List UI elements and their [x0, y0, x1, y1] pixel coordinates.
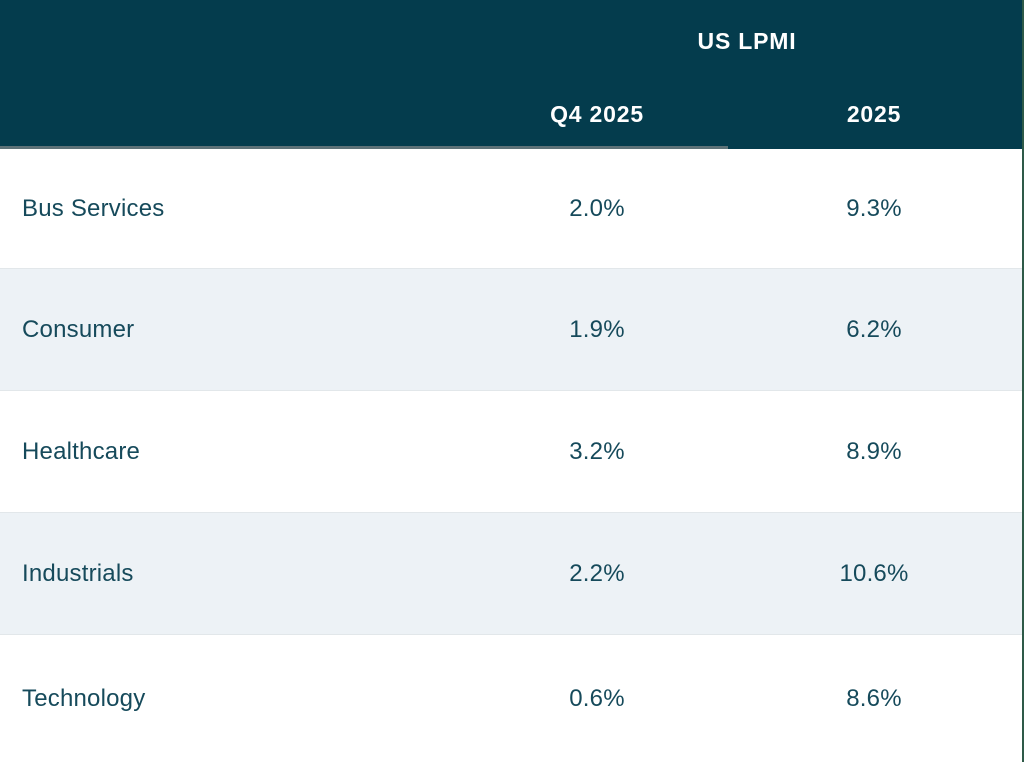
row-value-q4: 0.6%: [569, 684, 625, 712]
row-value-q4: 2.0%: [569, 194, 625, 222]
row-label: Bus Services: [22, 194, 165, 222]
row-value-year: 9.3%: [846, 194, 902, 222]
table-row: Healthcare 3.2% 8.9%: [0, 390, 1024, 512]
table-row: Bus Services 2.0% 9.3%: [0, 149, 1024, 268]
row-label: Consumer: [22, 315, 135, 343]
table-header: US LPMI Q4 2025 2025: [0, 0, 1024, 146]
right-edge-divider: [1022, 0, 1024, 762]
row-label: Technology: [22, 684, 146, 712]
header-underline-left: [0, 146, 728, 149]
row-value-q4: 1.9%: [569, 315, 625, 343]
row-value-q4: 3.2%: [569, 437, 625, 465]
table-row: Technology 0.6% 8.6%: [0, 634, 1024, 762]
row-label: Industrials: [22, 559, 134, 587]
row-value-q4: 2.2%: [569, 559, 625, 587]
row-value-year: 8.6%: [846, 684, 902, 712]
row-value-year: 8.9%: [846, 437, 902, 465]
table-row: Consumer 1.9% 6.2%: [0, 268, 1024, 390]
row-value-year: 10.6%: [839, 559, 909, 587]
row-value-year: 6.2%: [846, 315, 902, 343]
group-title: US LPMI: [697, 28, 797, 54]
table-row: Industrials 2.2% 10.6%: [0, 512, 1024, 634]
header-underline-right: [728, 146, 1024, 149]
table-body: Bus Services 2.0% 9.3% Consumer 1.9% 6.2…: [0, 149, 1024, 762]
row-label: Healthcare: [22, 437, 141, 465]
column-header-2025: 2025: [846, 101, 902, 127]
column-header-q4-2025: Q4 2025: [550, 101, 644, 127]
